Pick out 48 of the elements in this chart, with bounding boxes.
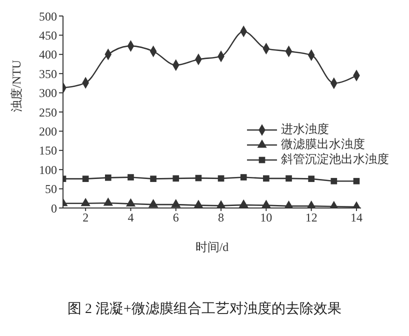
point [103,197,113,206]
point [195,174,202,182]
point [148,198,158,208]
point [261,200,271,208]
x-axis-title: 时间/d [195,240,229,254]
point [216,200,226,208]
x-tick-label: 10 [260,210,272,225]
point [353,178,360,184]
y-tick-label: 0 [51,201,57,216]
y-tick-label: 500 [39,9,57,24]
point [238,199,248,208]
point [128,174,134,180]
y-tick-label: 200 [39,124,57,138]
text: 图 2 混凝+微滤膜组合工艺对浊度的去除效果 [66,300,342,318]
x-tick-label: 8 [218,210,224,225]
point [126,198,136,207]
point [171,198,181,208]
y-tick-label: 100 [39,162,57,177]
point [194,200,204,208]
legend-label: 斜管沉淀池出水浊度 [281,151,389,168]
point [240,174,247,180]
x-tick-label: 2 [82,210,89,225]
point [80,198,90,206]
y-tick-label: 250 [39,105,57,120]
point [308,176,314,182]
y-tick-label: 450 [39,28,57,42]
legend-label: 微滤膜出水浊度 [281,136,365,153]
point [286,175,292,182]
point [218,175,224,182]
y-tick-label: 400 [39,48,57,62]
point [330,178,338,184]
point [284,200,294,208]
x-tick-label: 6 [172,210,179,225]
point [263,175,270,182]
point [172,175,180,182]
y-axis-title: 浊度/NTU [9,60,24,112]
x-tick-label: 4 [128,210,134,225]
point [150,176,156,182]
point [82,176,89,182]
y-tick-label: 150 [39,144,57,158]
point [306,200,316,208]
point [104,174,112,181]
x-tick-label: 12 [305,210,318,225]
x-tick-label: 14 [350,210,362,225]
y-tick-label: 350 [39,66,57,81]
y-tick-label: 50 [45,182,57,196]
y-tick-label: 300 [39,86,57,100]
legend-label: 进水浊度 [281,121,329,138]
